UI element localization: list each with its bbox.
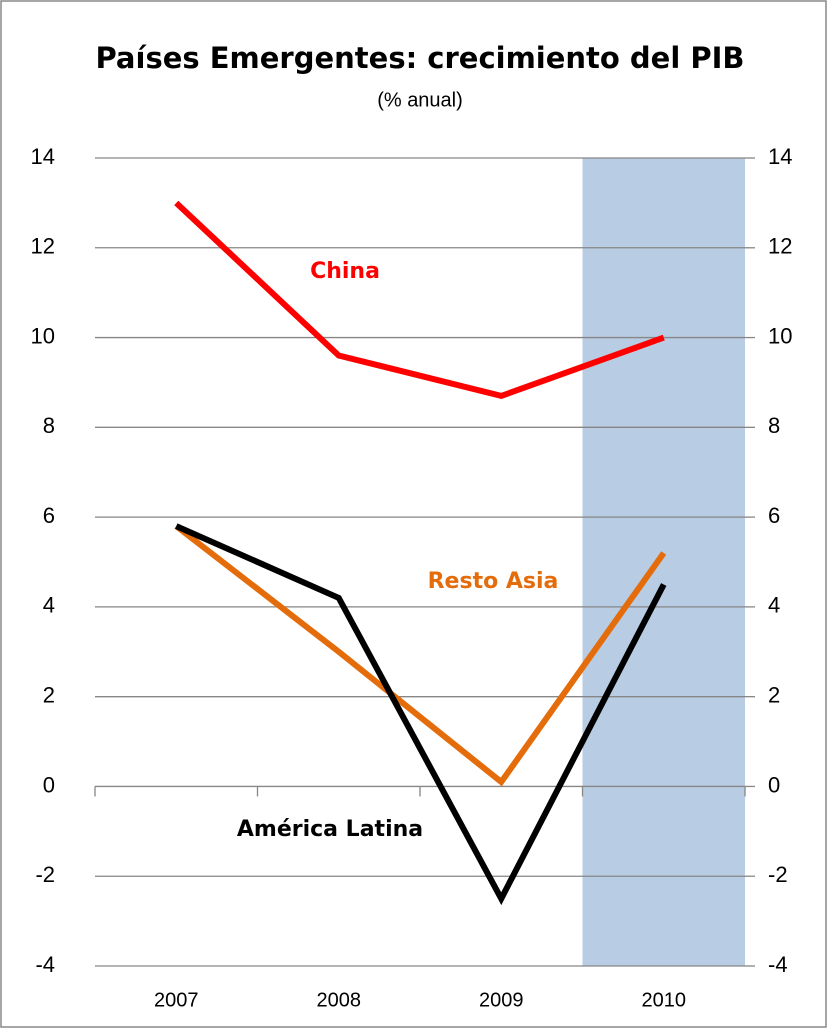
y2-tick-label: 2 bbox=[768, 682, 780, 707]
y2-tick-label: 0 bbox=[768, 772, 780, 797]
y-tick-label: 4 bbox=[43, 593, 55, 618]
x-tick-label: 2007 bbox=[154, 989, 199, 1011]
y-tick-label: 14 bbox=[31, 144, 55, 169]
x-tick-label: 2010 bbox=[642, 989, 687, 1011]
y2-tick-label: 8 bbox=[768, 413, 780, 438]
y2-tick-label: -2 bbox=[768, 862, 788, 887]
series-line bbox=[174, 523, 667, 787]
y-tick-label: 12 bbox=[31, 234, 55, 259]
chart-title: Países Emergentes: crecimiento del PIB bbox=[95, 41, 744, 75]
shaded-region bbox=[582, 158, 745, 966]
series-label: China bbox=[310, 259, 380, 284]
y2-tick-label: 6 bbox=[768, 503, 780, 528]
y-tick-label: 10 bbox=[31, 323, 55, 348]
x-tick-label: 2008 bbox=[317, 989, 362, 1011]
y2-tick-label: 10 bbox=[768, 323, 792, 348]
y-tick-label: -2 bbox=[35, 862, 55, 887]
y2-tick-label: 12 bbox=[768, 234, 792, 259]
y-tick-label: -4 bbox=[35, 952, 55, 977]
y2-tick-label: 4 bbox=[768, 593, 780, 618]
y-tick-label: 2 bbox=[43, 682, 55, 707]
y-tick-label: 8 bbox=[43, 413, 55, 438]
y-tick-label: 6 bbox=[43, 503, 55, 528]
y-tick-label: 0 bbox=[43, 772, 55, 797]
series-label: Resto Asia bbox=[428, 569, 559, 594]
y2-tick-label: 14 bbox=[768, 144, 792, 169]
y2-tick-label: -4 bbox=[768, 952, 788, 977]
series-line bbox=[174, 200, 665, 400]
series-line bbox=[175, 523, 667, 906]
series-label: América Latina bbox=[237, 817, 423, 842]
chart-subtitle: (% anual) bbox=[377, 89, 463, 111]
x-tick-label: 2009 bbox=[479, 989, 524, 1011]
